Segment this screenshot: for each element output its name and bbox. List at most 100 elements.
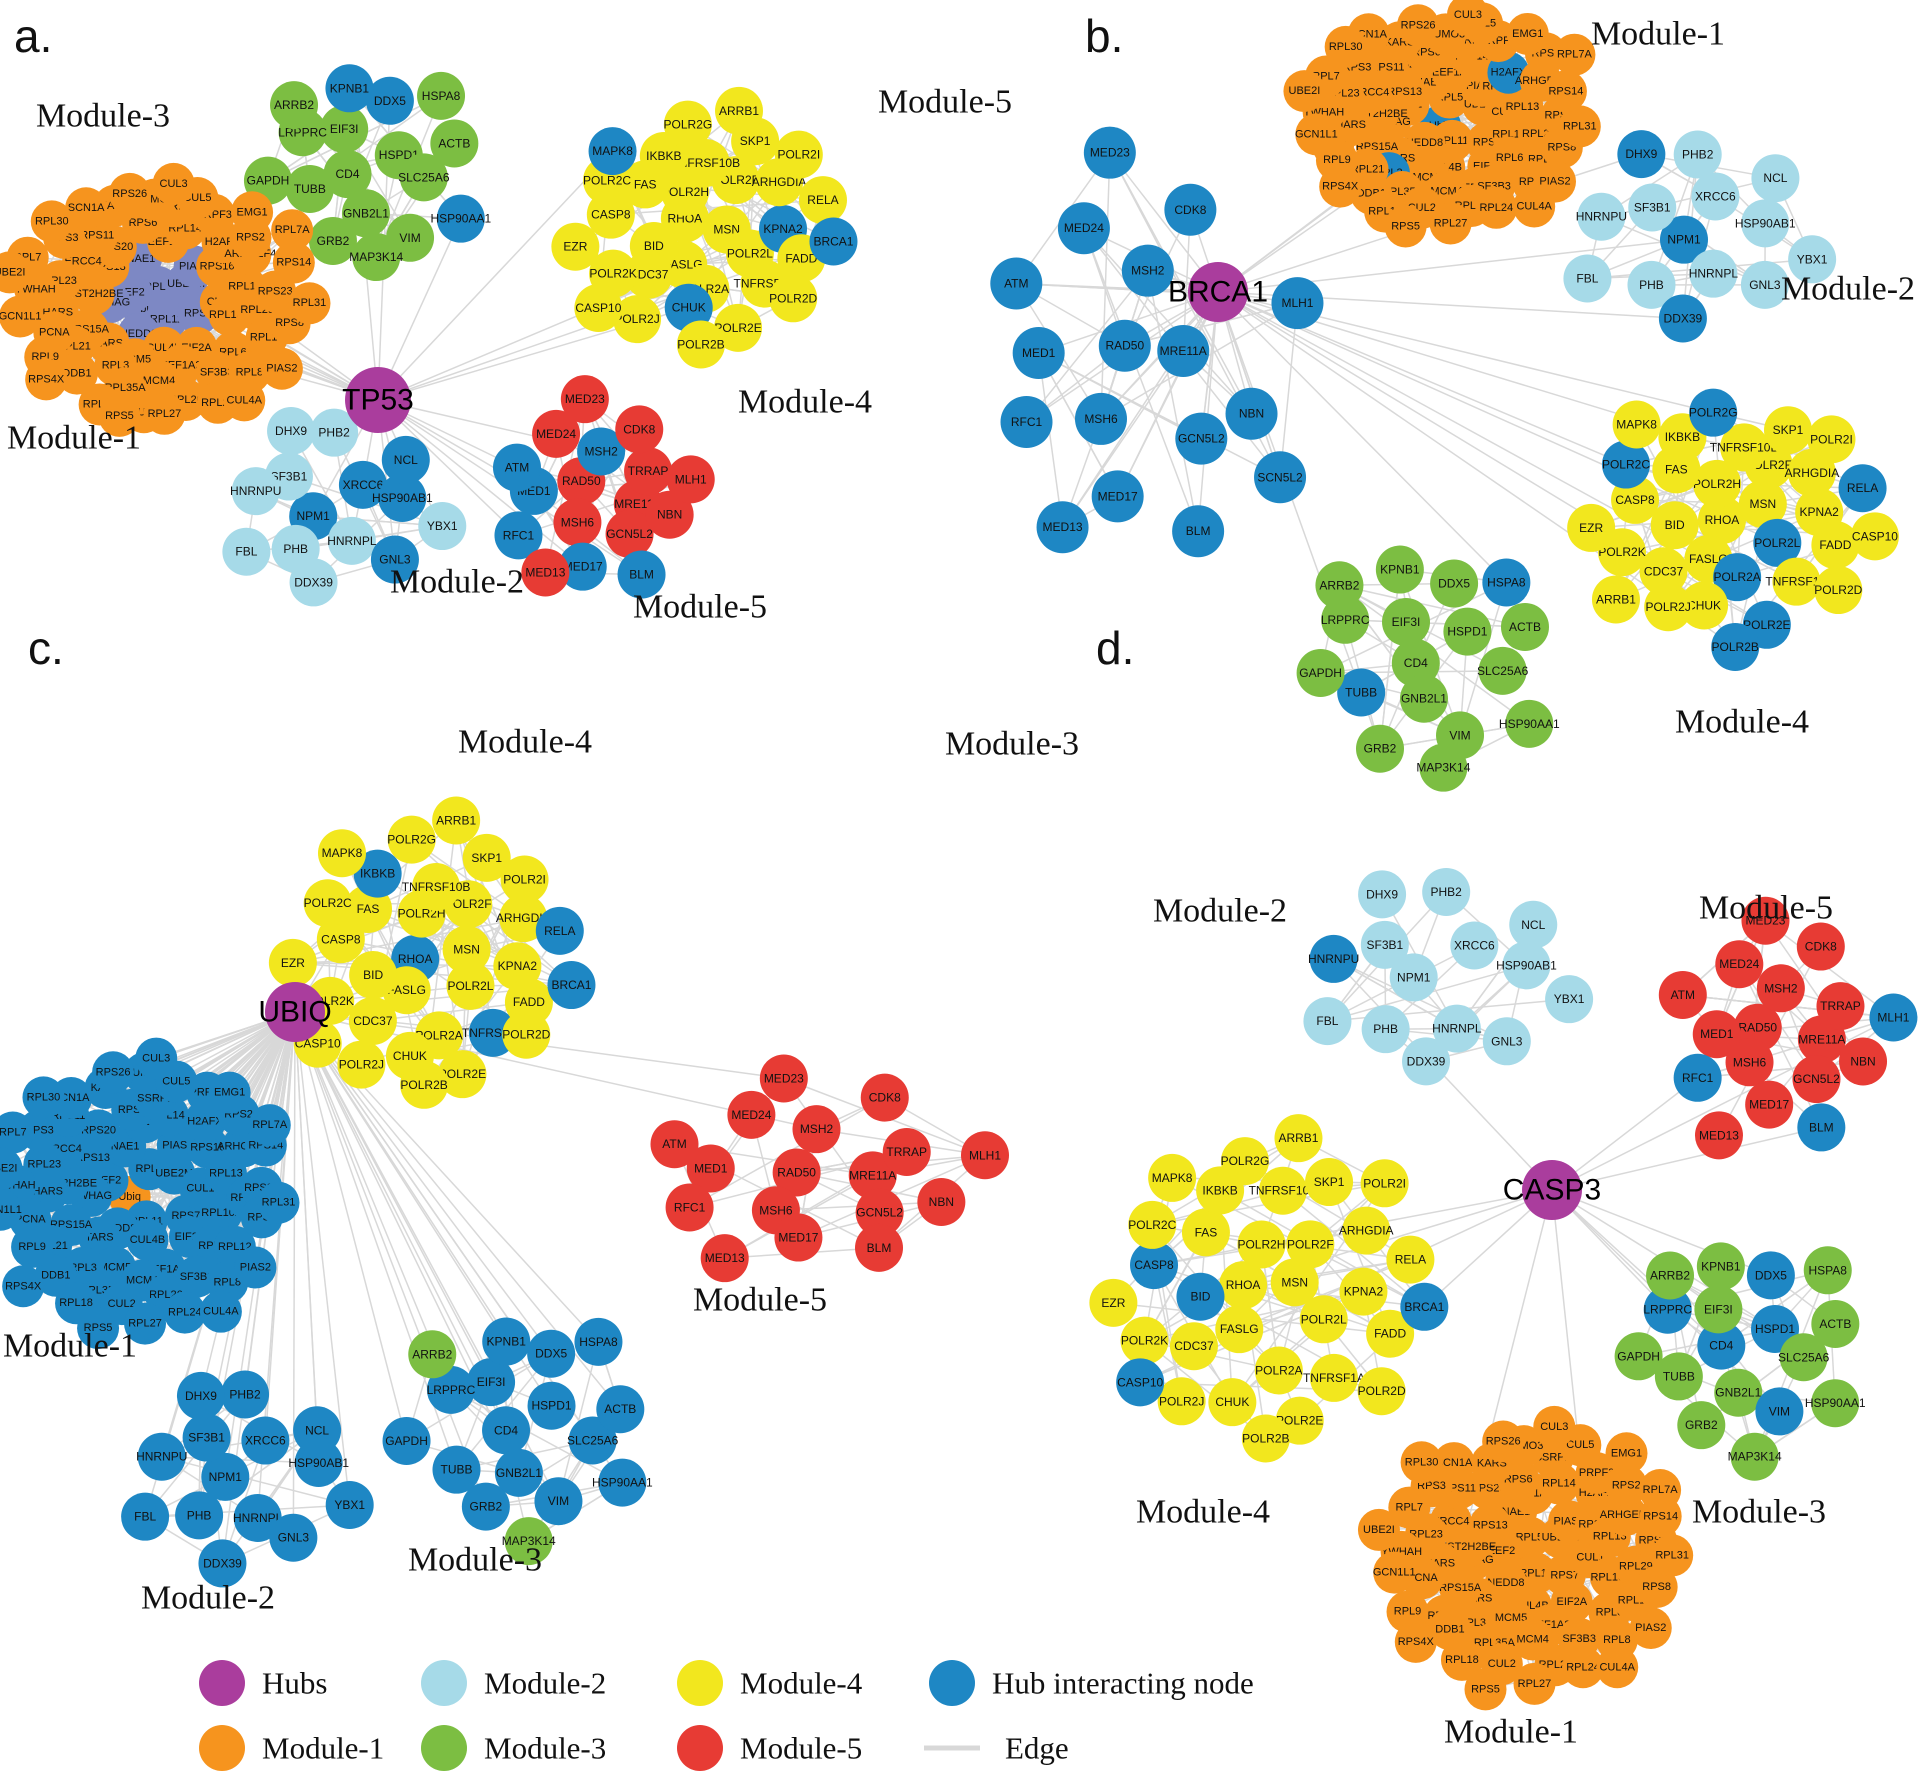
- node-label-KPNB1: KPNB1: [330, 81, 370, 95]
- node-label-MED1: MED1: [1700, 1027, 1734, 1041]
- node-circle-MED17: [558, 542, 607, 591]
- node-label-HNRNPU: HNRNPU: [230, 484, 281, 498]
- edge: [372, 1001, 530, 1022]
- node-RPS5: RPS5: [1464, 1668, 1507, 1711]
- node-label-EZR: EZR: [1579, 521, 1603, 535]
- node-label-MLH1: MLH1: [969, 1148, 1001, 1162]
- node-label-BRCA1: BRCA1: [813, 235, 853, 249]
- node-label-PHB: PHB: [1373, 1022, 1398, 1036]
- edge: [1037, 352, 1064, 528]
- node-label-CDC37: CDC37: [1174, 1339, 1214, 1353]
- node-circle-POLR2A: [1713, 553, 1762, 602]
- node-RPS8: RPS8: [1635, 1566, 1678, 1609]
- node-FADD: FADD: [1811, 521, 1860, 570]
- node-circle-BLM: [617, 550, 666, 599]
- node-circle-FBL: [1563, 254, 1612, 303]
- node-circle-EZR: [551, 222, 600, 271]
- node-label-TUBB: TUBB: [440, 1463, 472, 1477]
- node-circle-HSPA8: [1803, 1246, 1852, 1295]
- node-label-RPS13: RPS13: [75, 1152, 110, 1164]
- node-circle-POLR2J: [613, 295, 662, 344]
- node-circle-MAP3K14: [352, 233, 401, 282]
- node-label-MED13: MED13: [1043, 520, 1083, 534]
- node-BRCA1: BRCA1: [809, 217, 858, 266]
- node-label-RPL7A: RPL7A: [275, 224, 311, 236]
- node-label-MAP3K14: MAP3K14: [1416, 761, 1470, 775]
- node-DDX39: DDX39: [1402, 1037, 1451, 1086]
- node-label-NCL: NCL: [1763, 171, 1787, 185]
- node-label-XRCC6: XRCC6: [245, 1434, 286, 1448]
- node-circle-SF3B3: [195, 351, 238, 394]
- edge: [1667, 1269, 1828, 1311]
- node-CUL3: CUL3: [135, 1037, 178, 1080]
- node-circle-SLC25A6: [399, 153, 448, 202]
- node-PHB: PHB: [1361, 1005, 1410, 1054]
- node-circle-RPS4X: [1394, 1620, 1437, 1663]
- node-HSP90AB1: HSP90AB1: [1735, 199, 1796, 248]
- node-BLM: BLM: [1797, 1103, 1846, 1152]
- node-circle-RPS4X: [1319, 165, 1362, 208]
- node-label-SCN1A: SCN1A: [1436, 1457, 1473, 1469]
- node-label-NBN: NBN: [1239, 407, 1264, 421]
- node-label-CUL2: CUL2: [1488, 1658, 1516, 1670]
- node-circle-POLR2G: [1220, 1137, 1269, 1186]
- node-circle-PHB2: [1422, 867, 1471, 916]
- node-label-RPS13: RPS13: [1387, 86, 1422, 98]
- node-RPS2: RPS2: [1605, 1464, 1648, 1507]
- node-circle-GCN1L1: [0, 295, 42, 338]
- node-label-CASP10: CASP10: [1117, 1375, 1163, 1389]
- node-label-MED23: MED23: [565, 392, 605, 406]
- node-label-ACTB: ACTB: [604, 1402, 636, 1416]
- node-label-CUL1: CUL1: [186, 1183, 214, 1195]
- node-RELA: RELA: [1386, 1235, 1435, 1284]
- node-circle-MAPK8: [317, 829, 366, 878]
- node-label-ARRB2: ARRB2: [412, 1347, 452, 1361]
- node-label-CUL5: CUL5: [1566, 1439, 1594, 1451]
- node-label-FADD: FADD: [513, 995, 545, 1009]
- node-label-RPL30: RPL30: [35, 215, 69, 227]
- node-label-CHUK: CHUK: [1687, 598, 1721, 612]
- node-VIM: VIM: [534, 1477, 583, 1526]
- node-circle-NCL: [1751, 154, 1800, 203]
- node-LRPPRC: LRPPRC: [1643, 1285, 1692, 1334]
- node-label-UBE2I: UBE2I: [1363, 1524, 1395, 1536]
- node-label-RPL6: RPL6: [1496, 152, 1524, 164]
- node-label-LRPPRC: LRPPRC: [1643, 1303, 1692, 1317]
- node-label-RPL18: RPL18: [59, 1297, 93, 1309]
- node-label-MSH6: MSH6: [561, 515, 595, 529]
- node-MAP3K14: MAP3K14: [1728, 1432, 1782, 1481]
- node-circle-SF3B1: [182, 1413, 231, 1462]
- node-circle-POLR2G: [1689, 388, 1738, 437]
- node-label-MSH2: MSH2: [1764, 981, 1798, 995]
- node-label-DHX9: DHX9: [1366, 887, 1398, 901]
- legend-label: Module-4: [740, 1666, 863, 1701]
- node-label-KPNB1: KPNB1: [487, 1335, 527, 1349]
- node-label-PHB2: PHB2: [318, 426, 350, 440]
- node-label-CASP10: CASP10: [295, 1037, 341, 1051]
- node-DDX5: DDX5: [1746, 1251, 1795, 1300]
- node-circle-TNFRSF10B: [681, 139, 730, 188]
- node-circle-XRCC6: [241, 1416, 290, 1465]
- node-circle-PHB: [1361, 1005, 1410, 1054]
- node-label-EZR: EZR: [281, 956, 305, 970]
- node-MED1: MED1: [1692, 1010, 1741, 1059]
- node-MED1: MED1: [1012, 326, 1065, 379]
- node-UBE2I: UBE2I: [1357, 1508, 1400, 1551]
- node-label-RELA: RELA: [544, 924, 575, 938]
- node-HNRNPU: HNRNPU: [1576, 192, 1627, 241]
- node-label-POLR2K: POLR2K: [1598, 545, 1645, 559]
- node-circle-HSPA8: [417, 71, 466, 120]
- node-circle-MSH6: [1074, 392, 1127, 445]
- node-label-POLR2J: POLR2J: [614, 312, 659, 326]
- node-label-RPS26: RPS26: [96, 1066, 131, 1078]
- node-label-POLR2L: POLR2L: [1301, 1312, 1347, 1326]
- node-ATM: ATM: [492, 443, 541, 492]
- node-circle-CD4: [1697, 1321, 1746, 1370]
- node-PHB2: PHB2: [310, 408, 359, 457]
- hub-edge: [294, 1011, 487, 1507]
- node-GAPDH: GAPDH: [1614, 1332, 1663, 1381]
- node-label-SF3B3: SF3B3: [1562, 1633, 1596, 1645]
- node-ACTB: ACTB: [1811, 1299, 1860, 1348]
- node-label-POLR2I: POLR2I: [1810, 432, 1853, 446]
